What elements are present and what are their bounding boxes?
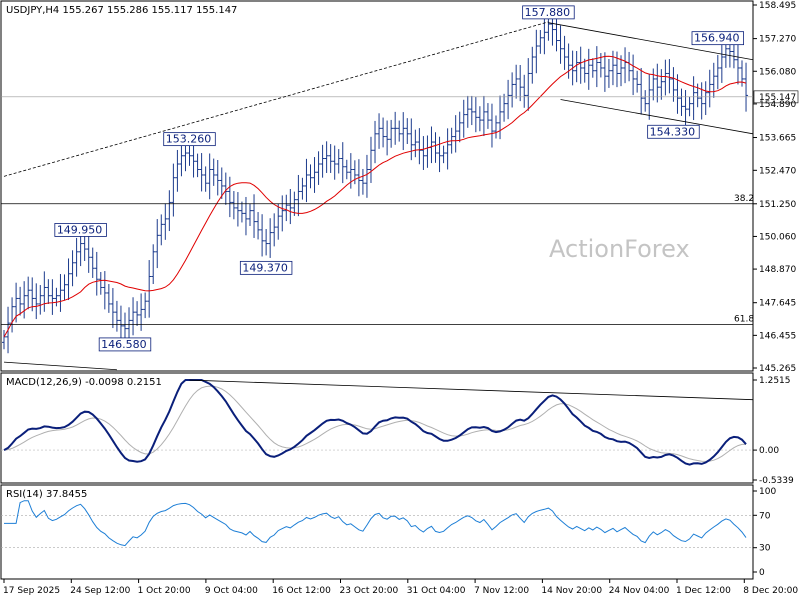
x-tick-label: 8 Dec 20:00: [743, 586, 798, 596]
trendline: [548, 22, 754, 61]
x-tick-label: 9 Oct 04:00: [205, 586, 258, 596]
x-tick-label: 31 Oct 04:00: [407, 586, 466, 596]
main-y-tick-label: 151.250: [759, 200, 796, 210]
macd-y-tick-label: 1.2515: [759, 376, 791, 386]
main-y-tick-label: 158.495: [759, 1, 796, 11]
swing-label-box: [522, 5, 575, 20]
watermark: ActionForex: [549, 235, 690, 263]
swing-label: 146.580: [101, 338, 147, 351]
main-y-tick-label: 153.665: [759, 134, 796, 144]
rsi-title: RSI(14) 37.8455: [6, 489, 87, 500]
rsi-line: [4, 500, 747, 547]
x-tick-label: 16 Oct 12:00: [272, 586, 331, 596]
main-y-tick-label: 154.890: [759, 100, 796, 110]
macd-signal-line: [3, 385, 746, 462]
x-tick-label: 23 Oct 20:00: [340, 586, 399, 596]
trendline: [3, 361, 117, 371]
last-price-badge: [753, 90, 799, 104]
x-tick-label: 1 Dec 12:00: [676, 586, 731, 596]
macd-pane-frame: [0, 372, 754, 484]
macd-title: MACD(12,26,9) -0.0098 0.2151: [6, 377, 162, 388]
main-y-tick-label: 145.265: [759, 364, 796, 374]
trendline: [3, 21, 549, 177]
swing-label: 149.950: [57, 223, 103, 236]
fib-level-label: 61.8: [734, 315, 754, 325]
macd-y-tick-label: 0.00: [759, 446, 779, 456]
swing-label-box: [98, 337, 152, 352]
rsi-pane-frame: [0, 484, 754, 580]
x-tick-label: 1 Oct 20:00: [138, 586, 191, 596]
swing-label-box: [163, 132, 216, 147]
swing-label: 156.940: [694, 32, 740, 45]
rsi-y-tick-label: 30: [759, 544, 771, 554]
swing-label-box: [691, 31, 745, 46]
x-tick-label: 24 Sep 12:00: [70, 586, 130, 596]
last-price-label: 155.147: [759, 93, 796, 103]
rsi-y-tick-label: 70: [759, 511, 771, 521]
macd-trendline: [189, 379, 754, 401]
macd-line: [3, 379, 747, 466]
swing-label: 157.880: [525, 6, 571, 19]
x-tick-label: 14 Nov 20:00: [541, 586, 602, 596]
main-y-tick-label: 150.060: [759, 232, 796, 242]
trendline: [560, 99, 754, 135]
moving-average-line: [3, 55, 747, 338]
swing-label-box: [54, 223, 107, 237]
main-y-tick-label: 146.455: [759, 331, 796, 341]
main-y-tick-label: 152.470: [759, 166, 796, 176]
x-tick-label: 17 Sep 2025: [3, 586, 60, 596]
swing-label: 149.370: [242, 261, 288, 274]
x-tick-label: 24 Nov 04:00: [609, 586, 670, 596]
rsi-y-tick-label: 100: [759, 487, 776, 497]
swing-label: 153.260: [166, 133, 212, 146]
swing-label-box: [647, 124, 700, 139]
swing-label: 154.330: [650, 125, 696, 138]
x-tick-label: 7 Nov 12:00: [474, 586, 529, 596]
fib-level-label: 38.2: [734, 194, 754, 204]
rsi-y-tick-label: 0: [759, 568, 765, 578]
main-y-tick-label: 148.870: [759, 265, 796, 275]
main-pane-frame: [0, 0, 754, 372]
main-y-tick-label: 147.645: [759, 299, 796, 309]
main-y-tick-label: 157.270: [759, 35, 796, 45]
main-title: USDJPY,H4 155.267 155.286 155.117 155.14…: [6, 5, 237, 16]
main-y-tick-label: 156.080: [759, 67, 796, 77]
macd-y-tick-label: -0.5339: [759, 476, 794, 486]
swing-label-box: [239, 260, 293, 275]
